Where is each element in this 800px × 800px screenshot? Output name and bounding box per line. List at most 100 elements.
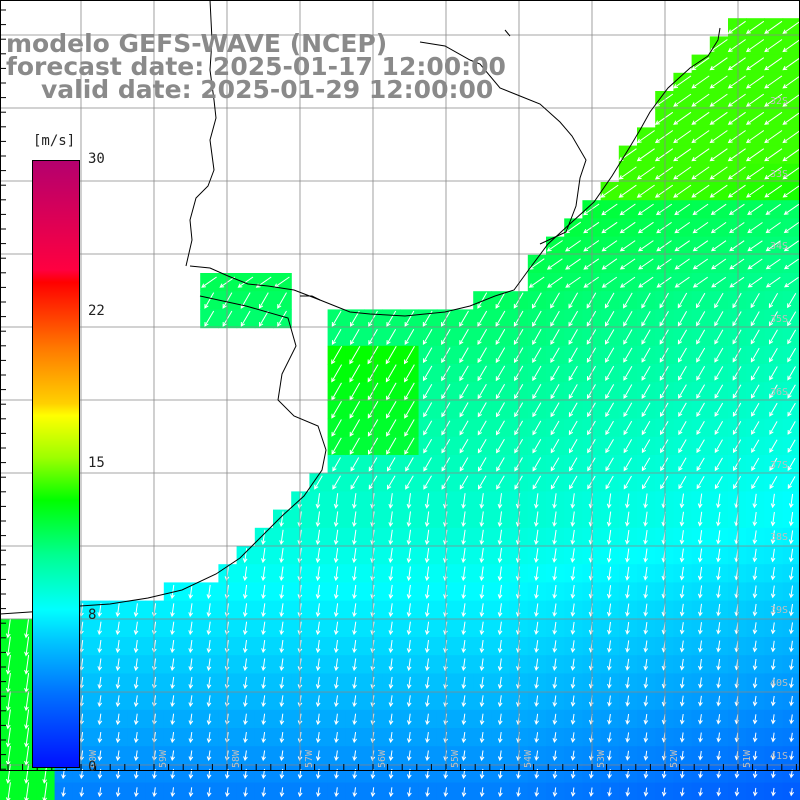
wind-arrow xyxy=(769,402,778,417)
wind-arrow xyxy=(461,640,467,654)
wind-arrow xyxy=(732,439,742,454)
wind-arrow xyxy=(568,329,578,345)
wind-arrow xyxy=(258,310,269,327)
wind-arrow xyxy=(771,732,776,743)
wind-arrow xyxy=(534,529,539,546)
wind-arrow xyxy=(349,346,361,365)
wind-arrow xyxy=(643,787,649,797)
wind-arrow xyxy=(601,240,618,252)
wind-arrow xyxy=(677,311,688,327)
wind-arrow xyxy=(782,166,800,180)
wind-arrow xyxy=(606,511,612,527)
wind-arrow xyxy=(619,221,636,234)
wind-arrow xyxy=(279,787,285,798)
wind-arrow xyxy=(477,347,487,364)
wind-arrow xyxy=(655,203,673,216)
wind-arrow xyxy=(673,130,692,144)
wind-arrow xyxy=(528,276,545,288)
wind-arrow xyxy=(570,621,576,635)
wind-arrow xyxy=(752,530,758,545)
wind-arrow xyxy=(550,439,560,454)
wind-arrow xyxy=(625,677,630,689)
wind-arrow xyxy=(679,585,685,599)
wind-arrow xyxy=(625,732,630,743)
wind-arrow xyxy=(115,640,121,654)
wind-arrow xyxy=(532,347,542,363)
wind-arrow xyxy=(605,457,614,472)
wind-arrow xyxy=(479,584,485,600)
wind-arrow xyxy=(333,529,339,546)
wind-arrow xyxy=(495,292,506,309)
wind-arrow xyxy=(734,787,740,797)
wind-arrow xyxy=(331,346,343,365)
wind-arrow xyxy=(714,439,723,454)
wind-arrow xyxy=(550,365,560,382)
wind-arrow xyxy=(477,310,488,327)
wind-arrow xyxy=(406,603,412,618)
wind-arrow xyxy=(532,329,542,346)
wind-arrow xyxy=(461,548,466,564)
wind-arrow xyxy=(552,585,557,599)
wind-arrow xyxy=(242,548,248,564)
wind-arrow xyxy=(546,240,563,252)
wind-arrow xyxy=(5,636,11,657)
wind-arrow xyxy=(659,402,669,417)
wind-arrow xyxy=(606,566,612,581)
wind-arrow xyxy=(787,311,797,327)
wind-arrow xyxy=(625,695,630,707)
wind-arrow xyxy=(552,529,557,545)
wind-arrow xyxy=(315,640,321,654)
wind-arrow xyxy=(201,276,217,288)
wind-arrow xyxy=(789,714,794,725)
wind-arrow xyxy=(752,677,758,689)
wind-arrow xyxy=(789,677,794,689)
wind-arrow xyxy=(716,732,722,743)
wind-arrow xyxy=(782,57,800,71)
wind-arrow xyxy=(637,240,654,252)
wind-arrow xyxy=(552,750,558,762)
wind-arrow xyxy=(696,311,706,327)
wind-arrow xyxy=(714,475,723,490)
wind-arrow xyxy=(422,365,433,382)
wind-arrow xyxy=(654,111,674,125)
wind-arrow xyxy=(479,640,485,654)
wind-arrow xyxy=(406,750,412,762)
wind-arrow xyxy=(764,75,783,89)
wind-arrow xyxy=(479,511,485,528)
wind-arrow xyxy=(601,203,618,216)
wind-arrow xyxy=(461,750,467,762)
wind-arrow xyxy=(534,566,539,582)
wind-arrow xyxy=(534,548,539,564)
wind-arrow xyxy=(709,75,728,89)
wind-arrow xyxy=(752,787,758,797)
wind-arrow xyxy=(747,203,763,215)
wind-arrow xyxy=(656,276,672,288)
wind-arrow xyxy=(237,276,254,288)
wind-arrow xyxy=(568,310,579,327)
wind-arrow xyxy=(279,621,284,636)
wind-arrow xyxy=(764,20,783,34)
wind-arrow xyxy=(782,148,800,162)
wind-arrow xyxy=(423,383,433,400)
wind-arrow xyxy=(771,787,776,797)
wind-arrow xyxy=(696,421,705,435)
wind-arrow xyxy=(388,548,394,564)
wind-arrow xyxy=(732,421,742,436)
wind-arrow xyxy=(534,603,539,618)
wind-arrow xyxy=(583,240,600,252)
wind-arrow xyxy=(660,439,669,454)
wind-arrow xyxy=(732,384,742,399)
wind-arrow xyxy=(727,111,746,125)
wind-arrow xyxy=(636,130,655,144)
wind-arrow xyxy=(568,384,578,400)
wind-arrow xyxy=(601,258,618,270)
wind-arrow xyxy=(656,258,672,270)
wind-arrow xyxy=(279,750,285,762)
wind-arrow xyxy=(495,329,506,346)
wind-arrow xyxy=(709,148,728,162)
wind-arrow xyxy=(783,222,800,234)
wind-arrow xyxy=(733,457,742,472)
wind-arrow xyxy=(587,475,596,490)
wind-arrow xyxy=(42,782,48,800)
